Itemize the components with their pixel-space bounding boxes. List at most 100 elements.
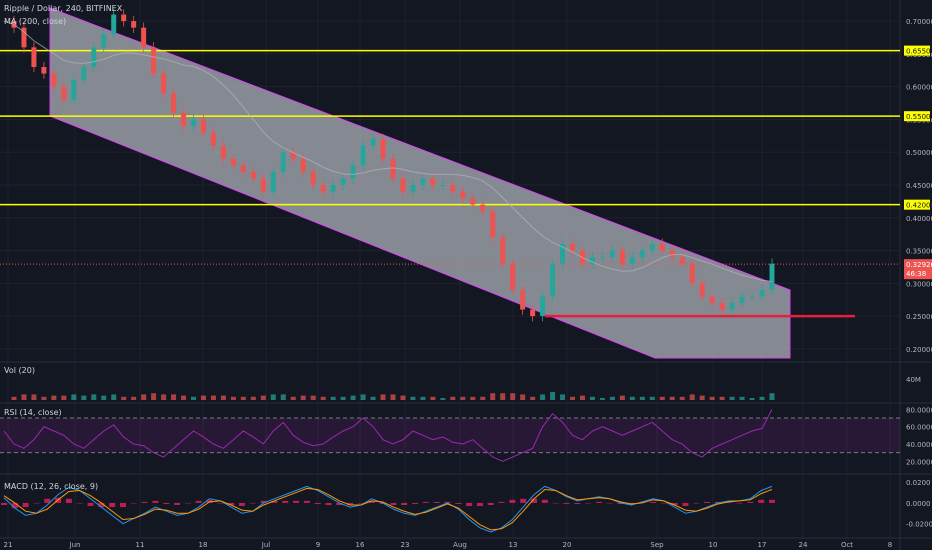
x-tick-label: 13 xyxy=(509,541,518,549)
macd-histogram-bar xyxy=(422,501,429,503)
candle-body xyxy=(739,296,745,303)
volume-bar xyxy=(390,394,396,400)
candle-body xyxy=(729,303,735,310)
candle-body xyxy=(250,171,256,179)
level-price-tag xyxy=(904,199,930,210)
macd-histogram-bar xyxy=(520,498,527,503)
x-tick-label: 23 xyxy=(401,541,410,549)
volume-bar xyxy=(769,393,775,400)
candle-body xyxy=(649,244,655,251)
volume-bar xyxy=(599,398,605,400)
candle-body xyxy=(71,80,77,100)
macd-histogram-bar xyxy=(660,502,667,504)
volume-bar xyxy=(270,394,276,400)
volume-bar xyxy=(739,396,745,400)
volume-bar xyxy=(250,396,256,400)
macd-line xyxy=(3,485,773,533)
macd-histogram-bar xyxy=(368,500,375,503)
volume-bar xyxy=(430,396,436,400)
candle-body xyxy=(61,86,67,100)
volume-bar xyxy=(450,396,456,400)
candle-body xyxy=(450,185,456,192)
candle-body xyxy=(689,263,695,284)
candle-body xyxy=(330,185,336,192)
macd-histogram-bar xyxy=(271,500,278,503)
volume-bar xyxy=(290,396,296,400)
descending-channel xyxy=(49,7,791,359)
candle-body xyxy=(340,178,346,185)
candle-body xyxy=(500,237,506,264)
candle-body xyxy=(350,165,356,179)
rsi-tick-label: 40.0000 xyxy=(906,441,932,449)
macd-histogram-bar xyxy=(11,502,18,509)
macd-indicator-label[interactable]: MACD (12, 26, close, 9) xyxy=(4,482,99,491)
candle-body xyxy=(191,119,197,126)
candle-body xyxy=(530,309,536,317)
candle-body xyxy=(21,27,27,48)
macd-histogram-bar xyxy=(260,500,267,503)
macd-histogram-bar xyxy=(682,502,689,507)
candle-body xyxy=(480,204,486,212)
macd-histogram-bar xyxy=(498,501,505,503)
volume-bar xyxy=(151,393,157,400)
macd-histogram-bar xyxy=(725,501,732,503)
volume-bar xyxy=(340,396,346,400)
volume-bar xyxy=(131,396,137,400)
macd-histogram-bar xyxy=(693,502,700,504)
macd-histogram-bar xyxy=(606,502,613,504)
candle-body xyxy=(609,250,615,258)
macd-histogram-bar xyxy=(617,502,624,504)
macd-histogram-bar xyxy=(152,500,159,503)
volume-bar xyxy=(570,396,576,400)
macd-histogram-bar xyxy=(119,502,126,508)
macd-histogram-bar xyxy=(758,499,765,503)
candle-body xyxy=(619,250,625,264)
candle-body xyxy=(220,145,226,159)
candle-body xyxy=(161,73,167,94)
macd-histogram-bar xyxy=(574,502,581,504)
candle-body xyxy=(560,244,566,264)
macd-histogram-bar xyxy=(98,502,105,508)
candle-body xyxy=(540,296,546,317)
volume-bar xyxy=(91,394,97,400)
candle-body xyxy=(440,185,446,186)
candle-body xyxy=(300,158,306,172)
macd-histogram-bar xyxy=(433,501,440,503)
volume-tick-label: 40M xyxy=(906,376,921,384)
macd-histogram-bar xyxy=(541,499,548,503)
rsi-indicator-label[interactable]: RSI (14, close) xyxy=(4,408,62,417)
candle-body xyxy=(210,132,216,146)
level-price-tag xyxy=(904,45,930,56)
volume-bar xyxy=(589,396,595,400)
volume-bar xyxy=(81,395,87,400)
macd-histogram-bar xyxy=(336,502,343,505)
ma-indicator-label[interactable]: MA (200, close) xyxy=(4,17,67,26)
volume-bar xyxy=(759,396,765,400)
candle-body xyxy=(81,67,87,81)
ma-200-line xyxy=(3,20,773,282)
volume-bar xyxy=(310,395,316,400)
candle-body xyxy=(260,178,266,192)
x-tick-label: 8 xyxy=(888,541,892,549)
volume-indicator-label[interactable]: Vol (20) xyxy=(4,366,35,375)
candle-body xyxy=(230,158,236,166)
macd-histogram-bar xyxy=(206,499,213,503)
volume-bar xyxy=(649,396,655,400)
macd-histogram-bar xyxy=(1,502,7,505)
volume-bar xyxy=(709,396,715,400)
volume-bar xyxy=(330,396,336,400)
macd-histogram-bar xyxy=(552,502,559,504)
candle-body xyxy=(280,152,286,172)
candle-body xyxy=(51,73,57,87)
x-tick-label: Jul xyxy=(261,541,271,549)
candle-body xyxy=(240,165,246,172)
volume-bar xyxy=(260,395,266,400)
macd-histogram-bar xyxy=(87,502,94,507)
rsi-band xyxy=(0,418,900,453)
volume-bar xyxy=(629,396,635,400)
